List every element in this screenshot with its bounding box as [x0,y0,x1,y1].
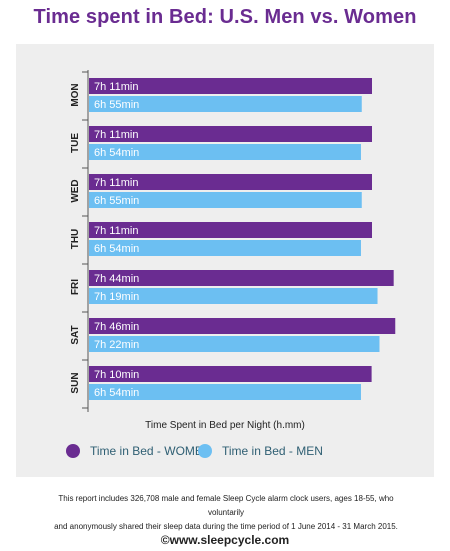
data-label-men-mon: 6h 55min [94,99,139,111]
category-label-sun: SUN [70,372,81,393]
category-label-fri: FRI [70,279,81,295]
bar-men-sun [89,384,361,400]
category-label-thu: THU [70,229,81,250]
x-axis-label: Time Spent in Bed per Night (h.mm) [145,420,305,431]
bar-women-sun [89,366,372,382]
data-label-men-thu: 6h 54min [94,243,139,255]
data-label-women-sat: 7h 46min [94,321,139,333]
chart-panel: MON 7h 11min 6h 55min TUE 7h 11min 6h 54min WE… [16,44,434,477]
data-label-women-mon: 7h 11min [94,81,138,93]
data-label-men-sun: 6h 54min [94,387,139,399]
data-label-women-sun: 7h 10min [94,369,139,381]
data-label-men-wed: 6h 55min [94,195,139,207]
category-label-mon: MON [70,83,81,106]
bar-men-sat [89,336,380,352]
data-label-women-thu: 7h 11min [94,225,138,237]
footnote-line-2: and anonymously shared their sleep data … [54,522,398,531]
bar-women-thu [89,222,372,238]
data-label-women-fri: 7h 44min [94,273,139,285]
legend-label-women: Time in Bed - WOMEN [90,444,212,458]
bar-men-thu [89,240,361,256]
category-label-sat: SAT [70,325,81,344]
bar-women-wed [89,174,372,190]
bar-women-sat [89,318,396,334]
footnote-line-1: This report includes 326,708 male and fe… [58,494,394,517]
data-label-men-fri: 7h 19min [94,291,139,303]
data-label-women-tue: 7h 11min [94,129,138,141]
bar-men-wed [89,192,362,208]
bar-women-tue [89,126,372,142]
category-label-wed: WED [70,179,81,202]
chart-title: Time spent in Bed: U.S. Men vs. Women [33,6,417,28]
bar-men-tue [89,144,361,160]
data-label-men-tue: 6h 54min [94,147,139,159]
bar-men-mon [89,96,362,112]
legend-swatch-women [66,444,80,458]
legend-swatch-men [198,444,212,458]
data-label-women-wed: 7h 11min [94,177,138,189]
data-label-men-sat: 7h 22min [94,339,139,351]
bar-chart: MON 7h 11min 6h 55min TUE 7h 11min 6h 54min WE… [70,70,396,431]
bar-women-fri [89,270,394,286]
bar-women-mon [89,78,372,94]
category-label-tue: TUE [70,133,81,153]
legend-item-men: Time in Bed - MEN [198,442,323,460]
source-credit: ©www.sleepcycle.com [160,533,290,547]
legend-label-men: Time in Bed - MEN [222,444,323,458]
bar-men-fri [89,288,378,304]
legend-item-women: Time in Bed - WOMEN [66,442,212,460]
footnote: This report includes 326,708 male and fe… [40,492,412,534]
